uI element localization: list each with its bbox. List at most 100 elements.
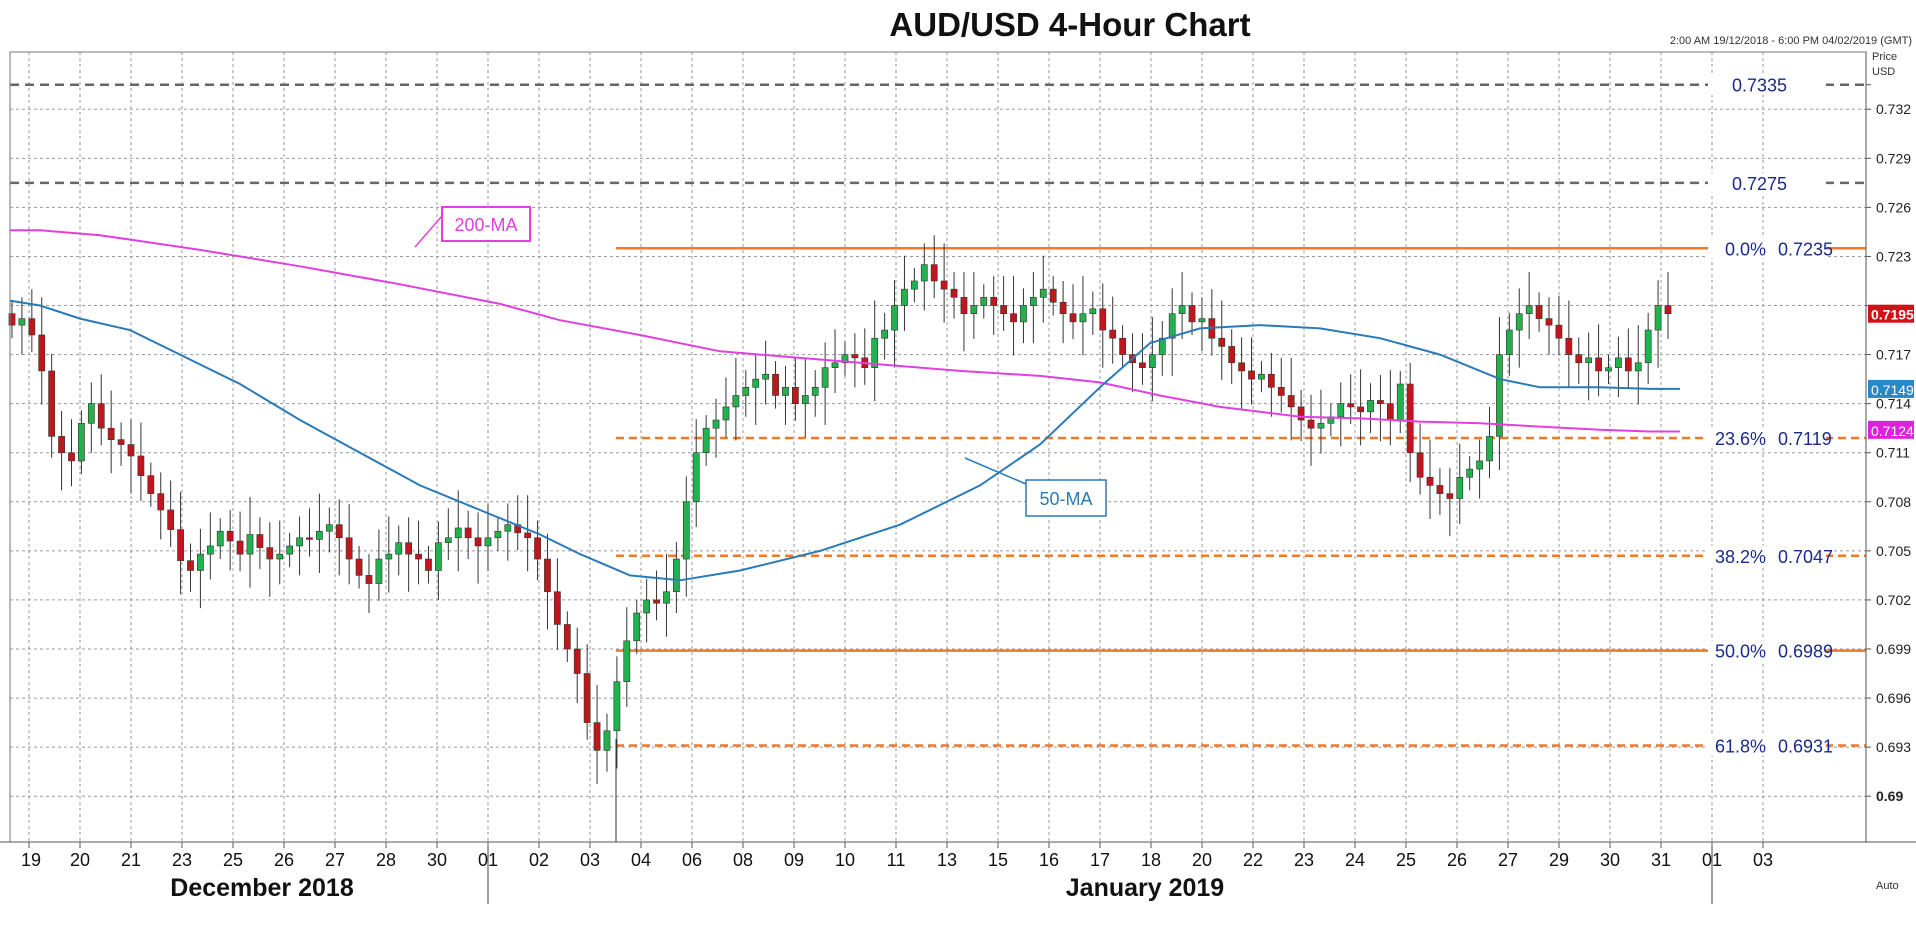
time-range-label: 2:00 AM 19/12/2018 - 6:00 PM 04/02/2019 … — [1670, 35, 1912, 47]
candle-up — [1178, 305, 1186, 314]
candle-down — [990, 297, 998, 306]
candle-down — [1436, 485, 1444, 494]
y-tick-label: 0.732 — [1876, 101, 1911, 117]
candle-down — [1535, 305, 1543, 319]
candle-down — [1218, 337, 1226, 347]
candle-up — [1585, 357, 1593, 364]
fib-pct-label: 0.0% — [1725, 239, 1766, 259]
candle-up — [692, 452, 700, 503]
candle-down — [653, 599, 660, 604]
candle-up — [1476, 460, 1483, 470]
x-tick-label: 30 — [1600, 850, 1620, 870]
x-tick-label: 08 — [733, 850, 753, 870]
candle-up — [782, 387, 789, 396]
candle-up — [722, 406, 730, 421]
candle-up — [504, 524, 512, 532]
x-axis-strip — [10, 844, 1866, 904]
candle-down — [792, 387, 799, 404]
level-value-label: 0.7235 — [1778, 239, 1833, 259]
x-tick-label: 19 — [21, 850, 41, 870]
candle-up — [1525, 305, 1533, 314]
x-tick-label: 25 — [1396, 850, 1416, 870]
candle-up — [395, 542, 403, 555]
candle-up — [1258, 373, 1265, 380]
candle-down — [38, 334, 46, 372]
candle-up — [821, 367, 829, 388]
candle-down — [28, 318, 36, 336]
candle-up — [316, 530, 323, 540]
candle-up — [484, 537, 492, 547]
candle-up — [1496, 354, 1503, 437]
candle-up — [881, 329, 888, 339]
candle-down — [950, 288, 958, 298]
x-tick-label: 02 — [529, 850, 549, 870]
candle-down — [187, 560, 194, 571]
x-tick-label: 09 — [784, 850, 804, 870]
candle-down — [1139, 362, 1146, 368]
candle-down — [593, 722, 601, 751]
candle-down — [266, 547, 274, 560]
level-label-bg — [1708, 735, 1826, 756]
candle-down — [524, 532, 532, 539]
candle-up — [78, 422, 85, 462]
candle-up — [276, 553, 284, 560]
candle-down — [1109, 329, 1117, 339]
candle-down — [534, 537, 541, 560]
x-tick-label: 16 — [1039, 850, 1059, 870]
candle-up — [732, 395, 740, 408]
candle-down — [960, 297, 968, 314]
annotations: 200-MA 50-MA — [414, 206, 1107, 517]
y-tick-label: 0.708 — [1876, 494, 1911, 510]
ma200-callout-box — [441, 206, 531, 242]
x-tick-label: 18 — [1141, 850, 1161, 870]
candle-down — [1446, 493, 1454, 499]
price-axis-label-price: Price — [1872, 51, 1897, 63]
candle-up — [673, 558, 680, 593]
candle-up — [296, 537, 303, 547]
x-tick-label: 03 — [1753, 850, 1773, 870]
candle-up — [1079, 313, 1087, 323]
x-tick-label: 20 — [70, 850, 90, 870]
y-tick-label: 0.696 — [1876, 690, 1911, 706]
x-tick-label: 24 — [1345, 850, 1365, 870]
candle-up — [1158, 337, 1166, 355]
candle-down — [1277, 387, 1285, 396]
candle-down — [167, 509, 175, 530]
candle-down — [1595, 357, 1602, 372]
candle-up — [18, 318, 26, 326]
chart-title: AUD/USD 4-Hour Chart — [889, 6, 1250, 43]
candle-up — [1466, 468, 1474, 478]
candle-up — [643, 599, 651, 614]
candle-up — [494, 530, 502, 539]
level-value-label: 0.7047 — [1778, 547, 1833, 567]
candle-down — [1228, 346, 1236, 364]
candle-up — [1168, 313, 1176, 339]
candle-down — [127, 444, 135, 457]
candle-up — [1317, 422, 1325, 429]
candle-down — [58, 436, 65, 454]
ma50-line — [9, 299, 1680, 582]
candle-up — [385, 553, 393, 560]
candle-up — [1505, 329, 1513, 355]
x-tick-label: 10 — [835, 850, 855, 870]
level-label-bg — [1708, 640, 1826, 661]
candle-down — [1287, 395, 1295, 408]
candle-down — [554, 591, 561, 625]
ma200-value-tag-bg — [1868, 420, 1914, 439]
y-tick-label: 0.723 — [1876, 248, 1911, 264]
candle-down — [1664, 305, 1672, 314]
candle-down — [8, 313, 16, 326]
level-label-bg — [1708, 238, 1826, 259]
x-tick-label: 27 — [1498, 850, 1518, 870]
x-tick-label: 27 — [325, 850, 345, 870]
axes: 0.732 0.729 0.726 0.723 0.717 0.714 0.711 0.708… — [0, 51, 1916, 904]
candle-down — [1059, 301, 1067, 314]
auto-label[interactable]: Auto — [1876, 880, 1899, 892]
candle-up — [1515, 313, 1523, 331]
candle-up — [623, 640, 631, 683]
x-tick-label: 06 — [682, 850, 702, 870]
candle-up — [216, 530, 224, 547]
fib-pct-label: 38.2% — [1715, 547, 1766, 567]
x-tick-label: 17 — [1090, 850, 1110, 870]
candle-down — [335, 524, 343, 539]
